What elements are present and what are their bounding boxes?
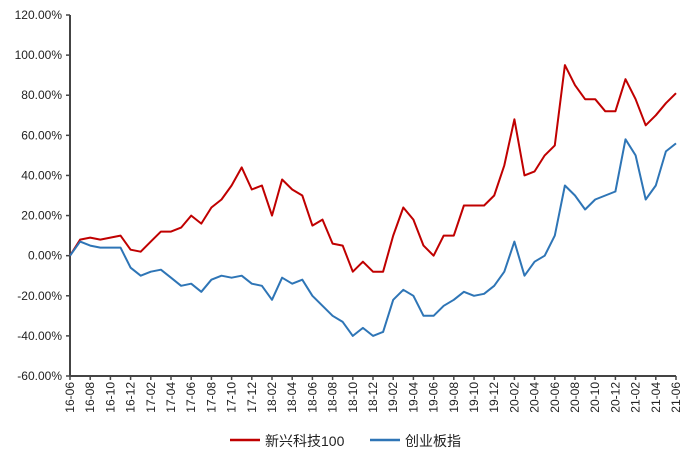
x-tick-label: 18-06 bbox=[305, 382, 319, 413]
series-line-1 bbox=[69, 64, 677, 273]
legend-label-series-2: 创业板指 bbox=[405, 433, 461, 449]
x-tick-label: 19-06 bbox=[427, 382, 441, 413]
x-tick-label: 21-04 bbox=[649, 382, 663, 413]
y-tick-label: 20.00% bbox=[21, 209, 62, 223]
x-tick-label: 20-10 bbox=[588, 382, 602, 413]
x-tick-label: 20-04 bbox=[528, 382, 542, 413]
x-tick-label: 16-06 bbox=[63, 382, 77, 413]
y-tick-label: 60.00% bbox=[21, 128, 62, 142]
x-tick-label: 16-12 bbox=[124, 382, 138, 413]
x-axis: 16-06 16-08 16-10 16-12 17-02 17-04 17-06 17-08… bbox=[63, 375, 683, 413]
x-tick-label: 18-04 bbox=[285, 382, 299, 413]
x-tick-label: 17-06 bbox=[184, 382, 198, 413]
x-tick-label: 19-10 bbox=[467, 382, 481, 413]
y-tick-label: 120.00% bbox=[15, 8, 63, 22]
x-tick-label: 21-06 bbox=[669, 382, 683, 413]
x-tick-label: 21-02 bbox=[629, 382, 643, 413]
x-tick-label: 16-10 bbox=[103, 382, 117, 413]
plot-area bbox=[69, 64, 677, 337]
x-tick-label: 20-06 bbox=[548, 382, 562, 413]
y-tick-label: 40.00% bbox=[21, 168, 62, 182]
x-tick-label: 19-12 bbox=[487, 382, 501, 413]
x-tick-label: 17-04 bbox=[164, 382, 178, 413]
x-tick-label: 17-02 bbox=[144, 382, 158, 413]
legend: 新兴科技100 创业板指 bbox=[230, 433, 461, 449]
x-tick-label: 20-08 bbox=[568, 382, 582, 413]
x-tick-label: 19-02 bbox=[386, 382, 400, 413]
x-tick-label: 16-08 bbox=[83, 382, 97, 413]
x-tick-label: 17-08 bbox=[204, 382, 218, 413]
x-tick-label: 19-08 bbox=[447, 382, 461, 413]
y-tick-label: -20.00% bbox=[17, 289, 62, 303]
y-tick-label: 0.00% bbox=[28, 249, 62, 263]
x-tick-label: 17-12 bbox=[245, 382, 259, 413]
x-tick-label: 17-10 bbox=[225, 382, 239, 413]
y-tick-label: 80.00% bbox=[21, 88, 62, 102]
y-tick-label: -40.00% bbox=[17, 329, 62, 343]
x-tick-label: 18-12 bbox=[366, 382, 380, 413]
x-tick-label: 18-10 bbox=[346, 382, 360, 413]
x-tick-label: 18-02 bbox=[265, 382, 279, 413]
y-tick-label: 100.00% bbox=[15, 48, 63, 62]
x-tick-label: 20-02 bbox=[507, 382, 521, 413]
y-tick-label: -60.00% bbox=[17, 369, 62, 383]
x-tick-label: 20-12 bbox=[608, 382, 622, 413]
x-tick-label: 18-08 bbox=[326, 382, 340, 413]
x-tick-label: 19-04 bbox=[406, 382, 420, 413]
series-line-2 bbox=[69, 138, 677, 337]
legend-label-series-1: 新兴科技100 bbox=[265, 433, 345, 449]
y-axis: 120.00% 100.00% 80.00% 60.00% 40.00% 20.00% 0.… bbox=[15, 8, 71, 383]
